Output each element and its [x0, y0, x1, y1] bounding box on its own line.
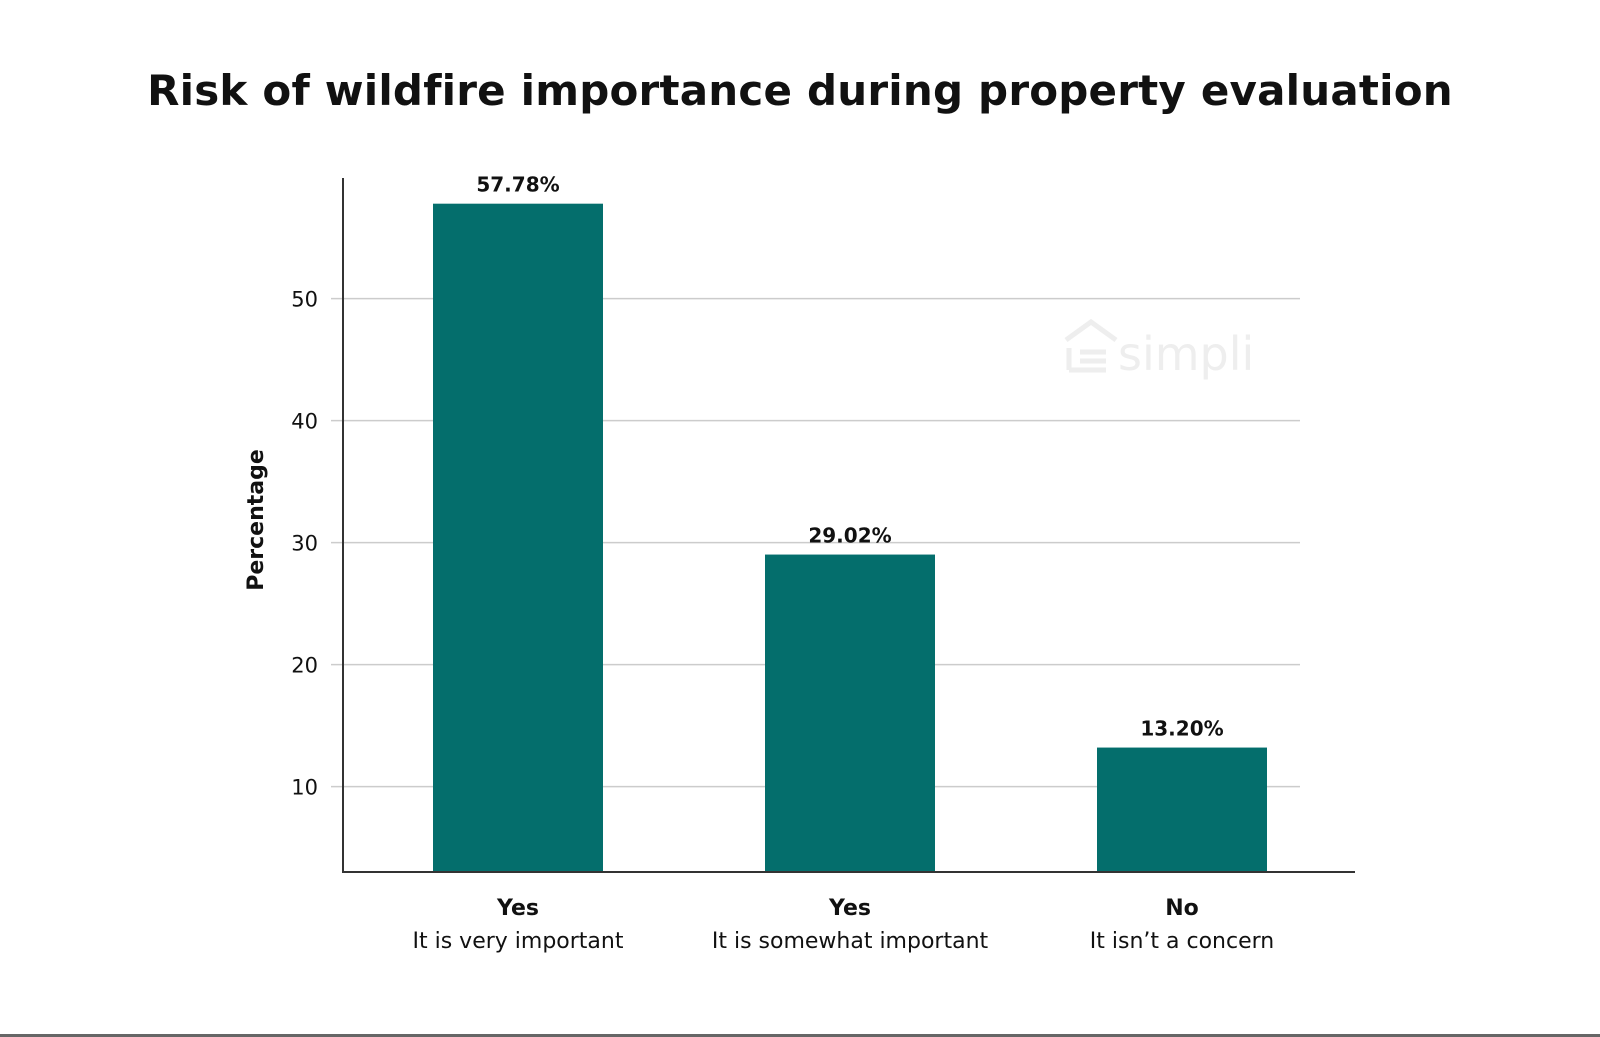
x-category-label-sub: It isn’t a concern [1090, 929, 1274, 954]
x-category-label-sub: It is somewhat important [712, 929, 989, 954]
bar-chart: simpli 57.78% 29.02% 13.20% 10 20 30 40 50 Yes… [244, 173, 1355, 954]
chart-title: Risk of wildfire importance during prope… [147, 66, 1453, 115]
bar-value-label: 13.20% [1140, 717, 1223, 741]
bar [1097, 747, 1267, 872]
y-tick-label: 10 [291, 776, 318, 800]
y-axis-label: Percentage [244, 449, 269, 591]
y-tick-labels: 10 20 30 40 50 [291, 288, 318, 800]
y-tick-label: 50 [291, 288, 318, 312]
house-icon [1064, 318, 1118, 373]
bars: 57.78% 29.02% 13.20% [433, 173, 1267, 872]
x-category-labels: Yes It is very important Yes It is somewhat… [413, 896, 1275, 954]
watermark-text: simpli [1118, 327, 1254, 381]
x-category-label-main: Yes [496, 896, 539, 921]
bar [433, 203, 603, 872]
bar-value-label: 29.02% [808, 524, 891, 548]
x-category-label-main: Yes [828, 896, 871, 921]
y-tick-label: 20 [291, 654, 318, 678]
y-tick-label: 30 [291, 532, 318, 556]
watermark: simpli [1064, 318, 1254, 381]
bar [765, 554, 935, 872]
x-category-label-sub: It is very important [413, 929, 624, 954]
y-tick-label: 40 [291, 410, 318, 434]
bottom-rule [0, 1034, 1600, 1037]
x-category-label-main: No [1165, 896, 1199, 921]
bar-value-label: 57.78% [476, 173, 559, 197]
axes [342, 178, 1355, 873]
